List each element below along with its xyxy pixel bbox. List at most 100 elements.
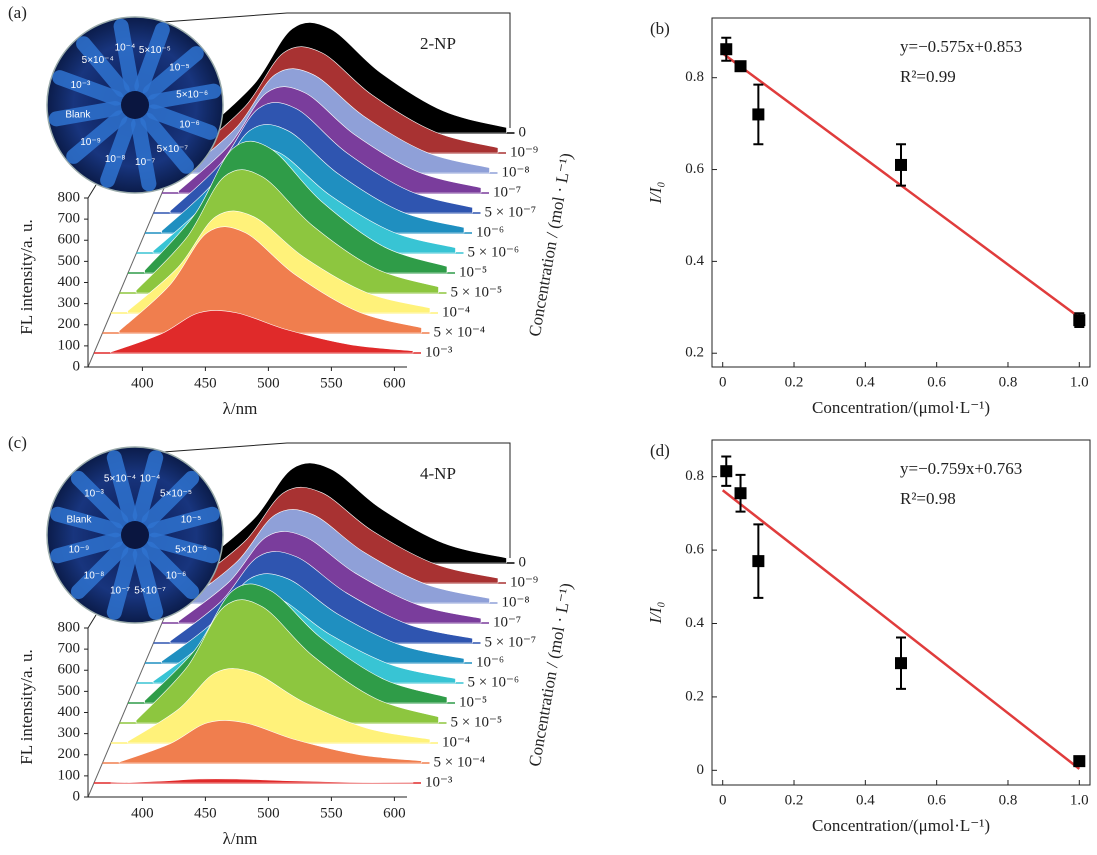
x-tick-label: 1.0 bbox=[1070, 374, 1089, 390]
spectrum-area bbox=[118, 720, 422, 764]
fit-r2: R²=0.99 bbox=[900, 67, 956, 86]
inset-label: 10⁻³ bbox=[71, 80, 91, 91]
x-axis-label: λ/nm bbox=[223, 829, 258, 848]
y-tick-label: 200 bbox=[58, 746, 81, 762]
depth-label: 10⁻⁴ bbox=[442, 734, 470, 750]
inset-tube bbox=[106, 546, 138, 620]
y-tick-label: 200 bbox=[58, 316, 81, 332]
inset-label: 10⁻⁵ bbox=[169, 62, 190, 73]
inset-tube bbox=[100, 116, 136, 188]
x-tick-label: 0.2 bbox=[785, 792, 804, 808]
depth-label: 10⁻⁷ bbox=[493, 614, 521, 630]
inset-label: Blank bbox=[66, 515, 92, 526]
x-axis-label: λ/nm bbox=[223, 399, 258, 418]
inset-leader bbox=[162, 12, 511, 128]
inset-tube bbox=[132, 546, 164, 620]
y-tick-label: 600 bbox=[58, 662, 81, 678]
x-tick-label: 450 bbox=[194, 375, 217, 391]
depth-label: 10⁻⁸ bbox=[502, 594, 530, 610]
inset-tube bbox=[146, 104, 218, 140]
inset-label: Blank bbox=[65, 110, 91, 121]
inset-label: 10⁻⁶ bbox=[179, 119, 200, 130]
x-tick-label: 0.2 bbox=[785, 374, 804, 390]
x-tick-label: 550 bbox=[320, 375, 343, 391]
inset-label: 5×10⁻⁵ bbox=[160, 489, 192, 500]
inset-tube bbox=[140, 112, 194, 174]
inset-label: 10⁻⁶ bbox=[166, 571, 187, 582]
panel-label: (d) bbox=[650, 441, 670, 460]
inset-label: 10⁻⁴ bbox=[115, 43, 136, 54]
y-axis-label: FL intensity/a. u. bbox=[17, 219, 36, 335]
y-tick-label: 0 bbox=[697, 762, 705, 778]
data-point bbox=[1073, 755, 1086, 768]
inset-label: 5×10⁻⁷ bbox=[134, 586, 166, 597]
depth-label: 10⁻⁹ bbox=[510, 574, 538, 590]
inset-label: 5×10⁻⁷ bbox=[157, 144, 189, 155]
depth-axis-label: Concentration / (mol · L⁻¹) bbox=[525, 582, 576, 768]
panel-label: (a) bbox=[8, 3, 27, 22]
y-tick-label: 0.8 bbox=[685, 69, 704, 85]
x-tick-label: 400 bbox=[131, 805, 154, 821]
x-tick-label: 550 bbox=[320, 805, 343, 821]
y-tick-label: 400 bbox=[58, 704, 81, 720]
y-tick-label: 400 bbox=[58, 274, 81, 290]
depth-label: 10⁻⁴ bbox=[442, 304, 470, 320]
depth-label: 5 × 10⁻⁵ bbox=[451, 284, 503, 300]
y-axis-label: I/I₀ bbox=[646, 181, 665, 204]
y-tick-label: 700 bbox=[58, 641, 81, 657]
data-point bbox=[734, 60, 747, 73]
y-tick-label: 0.6 bbox=[685, 542, 704, 558]
inset-tube bbox=[106, 450, 138, 524]
inset-leader bbox=[87, 614, 97, 629]
inset-tube bbox=[146, 506, 220, 538]
inset-tube bbox=[48, 100, 123, 127]
inset-label: 5×10⁻⁶ bbox=[175, 545, 207, 556]
x-tick-label: 0 bbox=[719, 792, 727, 808]
inset-tube bbox=[50, 506, 124, 538]
y-tick-label: 100 bbox=[58, 767, 81, 783]
x-tick-label: 450 bbox=[194, 805, 217, 821]
x-tick-label: 0.8 bbox=[999, 792, 1018, 808]
depth-axis-label: Concentration / (mol · L⁻¹) bbox=[525, 152, 576, 338]
fit-equation: y=−0.575x+0.853 bbox=[900, 37, 1022, 56]
depth-label: 0 bbox=[519, 554, 527, 570]
inset-tube bbox=[70, 470, 129, 529]
x-tick-label: 1.0 bbox=[1070, 792, 1089, 808]
inset-label: 10⁻⁸ bbox=[84, 571, 105, 582]
sample-label: 4-NP bbox=[420, 464, 456, 483]
y-tick-label: 0.2 bbox=[685, 345, 704, 361]
x-tick-label: 500 bbox=[257, 375, 280, 391]
inset-label: 5×10⁻⁴ bbox=[104, 474, 136, 485]
inset-tube bbox=[66, 110, 128, 164]
data-point bbox=[895, 158, 907, 171]
y-tick-label: 0 bbox=[73, 358, 81, 374]
depth-label: 5 × 10⁻⁵ bbox=[451, 714, 503, 730]
data-point bbox=[1073, 314, 1086, 327]
y-tick-label: 300 bbox=[58, 295, 81, 311]
y-tick-label: 600 bbox=[58, 232, 81, 248]
depth-label: 5 × 10⁻⁷ bbox=[485, 204, 537, 220]
x-tick-label: 0.6 bbox=[927, 792, 946, 808]
inset-tube bbox=[52, 70, 124, 106]
inset-label: 10⁻⁹ bbox=[69, 545, 90, 556]
y-tick-label: 300 bbox=[58, 725, 81, 741]
data-point bbox=[720, 465, 733, 478]
y-tick-label: 500 bbox=[58, 253, 81, 269]
depth-label: 10⁻⁸ bbox=[502, 164, 530, 180]
y-tick-label: 100 bbox=[58, 337, 81, 353]
y-tick-label: 0.4 bbox=[685, 253, 704, 269]
y-axis-label: FL intensity/a. u. bbox=[17, 649, 36, 765]
inset-tube bbox=[141, 541, 200, 600]
depth-label: 10⁻⁹ bbox=[510, 144, 538, 160]
y-axis-label: I/I₀ bbox=[646, 601, 665, 624]
inset-label: 5×10⁻⁵ bbox=[139, 45, 171, 56]
x-tick-label: 500 bbox=[257, 805, 280, 821]
x-tick-label: 600 bbox=[383, 375, 406, 391]
inset-tube bbox=[134, 22, 170, 94]
inset-leader bbox=[87, 184, 97, 199]
depth-label: 5 × 10⁻⁶ bbox=[468, 674, 520, 690]
depth-label: 10⁻⁵ bbox=[459, 264, 487, 280]
depth-label: 0 bbox=[519, 124, 527, 140]
plot-frame bbox=[711, 439, 1091, 786]
